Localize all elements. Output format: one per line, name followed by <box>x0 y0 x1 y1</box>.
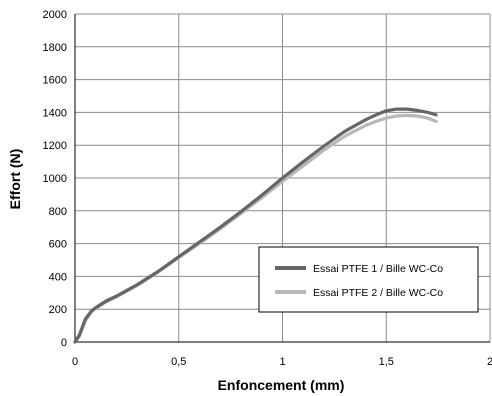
legend-box <box>258 246 479 313</box>
y-tick-label: 1200 <box>43 140 67 152</box>
y-tick-label: 0 <box>61 337 67 349</box>
x-axis-title: Enfoncement (mm) <box>218 377 345 393</box>
series-line-1 <box>73 107 438 344</box>
y-axis-tick-labels: 0 200 400 600 800 1000 1200 1400 1600 1800 2000 <box>43 9 67 349</box>
x-tick-label: 1 <box>279 356 285 368</box>
x-tick-label: 1,5 <box>379 356 394 368</box>
x-axis-tick-labels: 0 0,5 1 1,5 2 <box>72 356 492 368</box>
y-axis-title: Effort (N) <box>7 149 23 210</box>
y-tick-label: 800 <box>49 206 67 218</box>
y-tick-label: 400 <box>49 271 67 283</box>
y-tick-label: 2000 <box>43 9 67 21</box>
y-tick-label: 200 <box>49 304 67 316</box>
plot-area <box>74 14 490 343</box>
y-tick-label: 1000 <box>43 173 67 185</box>
x-tick-label: 0,5 <box>171 356 186 368</box>
series-lines <box>73 107 438 344</box>
y-tick-label: 600 <box>49 239 67 251</box>
legend-label-series-1: Essai PTFE 1 / Bille WC-Co <box>313 263 443 275</box>
x-tick-label: 2 <box>487 356 492 368</box>
y-tick-label: 1400 <box>43 107 67 119</box>
y-tick-label: 1800 <box>43 42 67 54</box>
legend: Essai PTFE 1 / Bille WC-Co Essai PTFE 2 … <box>258 246 479 313</box>
legend-label-series-2: Essai PTFE 2 / Bille WC-Co <box>313 287 443 299</box>
y-tick-label: 1600 <box>43 75 67 87</box>
x-tick-label: 0 <box>72 356 78 368</box>
